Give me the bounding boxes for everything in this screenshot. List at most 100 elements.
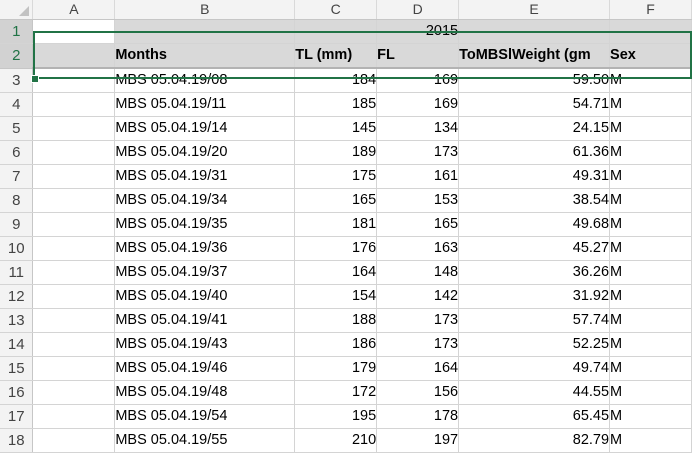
fl-cell[interactable]: 156 (376, 380, 460, 405)
tl-cell[interactable]: 179 (294, 356, 378, 381)
cell-a[interactable] (32, 68, 116, 93)
weight-cell[interactable]: 31.92 (458, 284, 611, 309)
sample-id-cell[interactable]: MBS 05.04.19/41 (114, 308, 296, 333)
row-header[interactable]: 17 (0, 404, 34, 429)
row-header[interactable]: 12 (0, 284, 34, 309)
header-sex[interactable]: Sex (609, 43, 692, 69)
cell-b1[interactable] (114, 19, 296, 44)
sample-id-cell[interactable]: MBS 05.04.19/37 (114, 260, 296, 285)
weight-cell[interactable]: 52.25 (458, 332, 611, 357)
row-header[interactable]: 13 (0, 308, 34, 333)
sample-id-cell[interactable]: MBS 05.04.19/48 (114, 380, 296, 405)
sex-cell[interactable]: M (609, 356, 692, 381)
cell-a[interactable] (32, 356, 116, 381)
cell-a1[interactable] (32, 19, 116, 44)
row-header[interactable]: 2 (0, 43, 34, 69)
tl-cell[interactable]: 185 (294, 92, 378, 117)
cell-a[interactable] (32, 332, 116, 357)
sample-id-cell[interactable]: MBS 05.04.19/08 (114, 68, 296, 93)
weight-cell[interactable]: 59.50 (458, 68, 611, 93)
header-weight[interactable]: ToMBSlWeight (gm (458, 43, 611, 69)
sample-id-cell[interactable]: MBS 05.04.19/55 (114, 428, 296, 453)
row-header[interactable]: 4 (0, 92, 34, 117)
tl-cell[interactable]: 164 (294, 260, 378, 285)
fl-cell[interactable]: 161 (376, 164, 460, 189)
sex-cell[interactable]: M (609, 308, 692, 333)
fl-cell[interactable]: 169 (376, 68, 460, 93)
tl-cell[interactable]: 165 (294, 188, 378, 213)
column-header-e[interactable]: E (458, 0, 611, 20)
cell-a[interactable] (32, 308, 116, 333)
sample-id-cell[interactable]: MBS 05.04.19/43 (114, 332, 296, 357)
cell-c1[interactable] (294, 19, 378, 44)
fl-cell[interactable]: 165 (376, 212, 460, 237)
column-header-d[interactable]: D (376, 0, 460, 20)
sample-id-cell[interactable]: MBS 05.04.19/46 (114, 356, 296, 381)
tl-cell[interactable]: 188 (294, 308, 378, 333)
sex-cell[interactable]: M (609, 284, 692, 309)
cell-f1[interactable] (609, 19, 692, 44)
fl-cell[interactable]: 173 (376, 308, 460, 333)
row-header[interactable]: 3 (0, 68, 34, 93)
tl-cell[interactable]: 172 (294, 380, 378, 405)
fl-cell[interactable]: 173 (376, 332, 460, 357)
header-months[interactable]: Months (114, 43, 296, 69)
sex-cell[interactable]: M (609, 188, 692, 213)
weight-cell[interactable]: 38.54 (458, 188, 611, 213)
sex-cell[interactable]: M (609, 68, 692, 93)
tl-cell[interactable]: 195 (294, 404, 378, 429)
cell-a[interactable] (32, 380, 116, 405)
select-all-button[interactable] (0, 0, 34, 20)
sample-id-cell[interactable]: MBS 05.04.19/11 (114, 92, 296, 117)
cell-a[interactable] (32, 404, 116, 429)
cell-a[interactable] (32, 428, 116, 453)
row-header[interactable]: 16 (0, 380, 34, 405)
row-header[interactable]: 6 (0, 140, 34, 165)
fl-cell[interactable]: 153 (376, 188, 460, 213)
row-header[interactable]: 7 (0, 164, 34, 189)
fl-cell[interactable]: 134 (376, 116, 460, 141)
cell-a[interactable] (32, 236, 116, 261)
column-header-a[interactable]: A (32, 0, 116, 20)
cell-a[interactable] (32, 140, 116, 165)
sex-cell[interactable]: M (609, 212, 692, 237)
column-header-b[interactable]: B (114, 0, 296, 20)
cell-a2[interactable] (32, 43, 116, 69)
weight-cell[interactable]: 57.74 (458, 308, 611, 333)
sample-id-cell[interactable]: MBS 05.04.19/35 (114, 212, 296, 237)
weight-cell[interactable]: 65.45 (458, 404, 611, 429)
fl-cell[interactable]: 197 (376, 428, 460, 453)
cell-a[interactable] (32, 92, 116, 117)
sample-id-cell[interactable]: MBS 05.04.19/54 (114, 404, 296, 429)
weight-cell[interactable]: 82.79 (458, 428, 611, 453)
cell-e1[interactable] (458, 19, 611, 44)
fl-cell[interactable]: 163 (376, 236, 460, 261)
row-header[interactable]: 5 (0, 116, 34, 141)
row-header[interactable]: 8 (0, 188, 34, 213)
row-header[interactable]: 15 (0, 356, 34, 381)
weight-cell[interactable]: 44.55 (458, 380, 611, 405)
row-header[interactable]: 14 (0, 332, 34, 357)
cell-a[interactable] (32, 260, 116, 285)
weight-cell[interactable]: 45.27 (458, 236, 611, 261)
tl-cell[interactable]: 181 (294, 212, 378, 237)
weight-cell[interactable]: 61.36 (458, 140, 611, 165)
tl-cell[interactable]: 176 (294, 236, 378, 261)
fl-cell[interactable]: 164 (376, 356, 460, 381)
cell-a[interactable] (32, 164, 116, 189)
cell-a[interactable] (32, 284, 116, 309)
fl-cell[interactable]: 148 (376, 260, 460, 285)
tl-cell[interactable]: 210 (294, 428, 378, 453)
tl-cell[interactable]: 186 (294, 332, 378, 357)
fl-cell[interactable]: 169 (376, 92, 460, 117)
sample-id-cell[interactable]: MBS 05.04.19/34 (114, 188, 296, 213)
cell-a[interactable] (32, 212, 116, 237)
sample-id-cell[interactable]: MBS 05.04.19/40 (114, 284, 296, 309)
sex-cell[interactable]: M (609, 164, 692, 189)
tl-cell[interactable]: 145 (294, 116, 378, 141)
sample-id-cell[interactable]: MBS 05.04.19/14 (114, 116, 296, 141)
fl-cell[interactable]: 142 (376, 284, 460, 309)
weight-cell[interactable]: 49.31 (458, 164, 611, 189)
cell-a[interactable] (32, 116, 116, 141)
row-header[interactable]: 1 (0, 19, 34, 44)
